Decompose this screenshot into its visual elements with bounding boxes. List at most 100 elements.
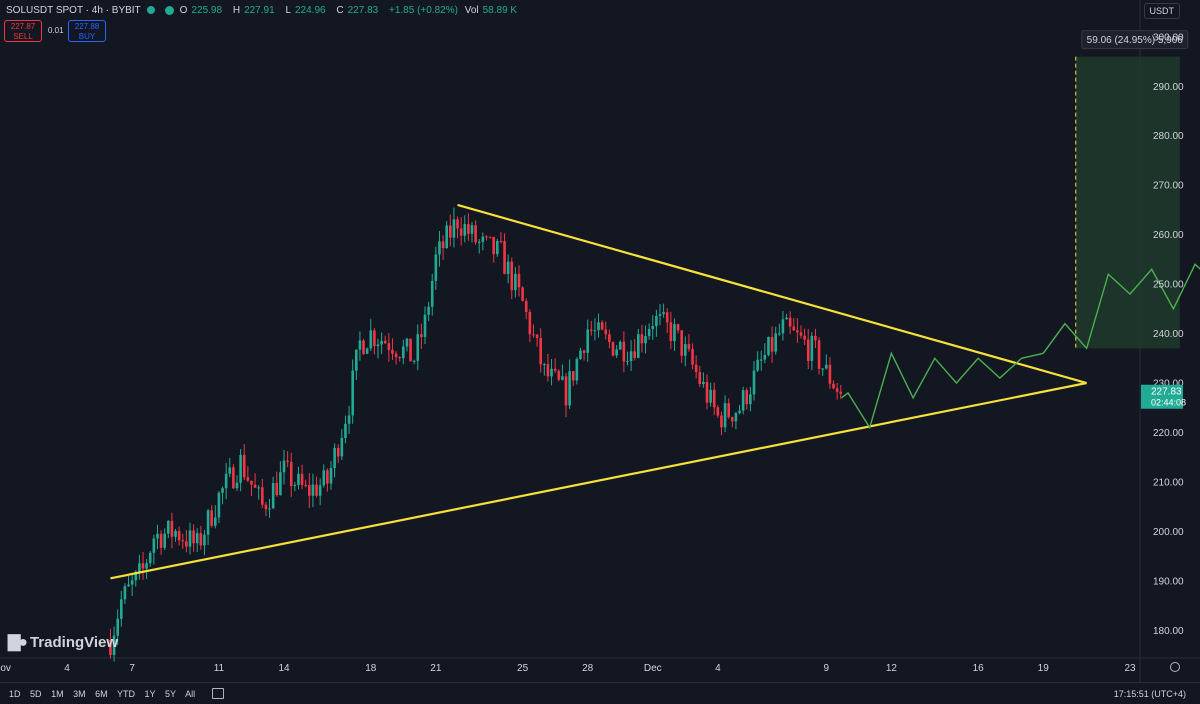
price-tick-label: 200.00 — [1153, 527, 1184, 538]
candle-body — [741, 390, 745, 411]
timeframe-5d[interactable]: 5D — [30, 688, 42, 699]
candle-body — [232, 467, 235, 489]
candle-body — [127, 584, 130, 587]
candle-body — [206, 510, 210, 535]
candle-body — [351, 370, 354, 416]
candle-body — [694, 364, 698, 372]
candle-body — [651, 326, 655, 330]
candle-body — [738, 410, 741, 414]
candle-body — [524, 300, 528, 313]
candle-body — [452, 219, 456, 238]
candle-body — [481, 236, 485, 242]
candle-body — [282, 460, 286, 473]
candle-body — [246, 477, 250, 481]
candle-body — [528, 312, 532, 335]
candle-body — [785, 317, 788, 320]
candle-body — [778, 333, 781, 335]
candle-body — [767, 337, 770, 356]
countdown-label: 02:44:08 — [1151, 398, 1186, 408]
candle-body — [582, 350, 586, 353]
candle-body — [322, 470, 326, 486]
candle-body — [796, 330, 799, 333]
candle-body — [546, 364, 550, 377]
current-price-tag — [1141, 384, 1183, 409]
candle-body — [568, 371, 571, 406]
timeframe-buttons: 1D 5D 1M 3M 6M YTD 1Y 5Y All — [9, 689, 202, 699]
candle-body — [308, 485, 311, 496]
candle-body — [279, 472, 282, 496]
timeframe-1y[interactable]: 1Y — [144, 688, 156, 699]
timeframe-all[interactable]: All — [185, 688, 196, 699]
candle-body — [188, 530, 192, 547]
timeframe-6m[interactable]: 6M — [95, 688, 108, 699]
candle-body — [705, 381, 709, 403]
candle-body — [665, 312, 669, 323]
timeframe-ytd[interactable]: YTD — [116, 688, 135, 699]
candle-body — [640, 334, 644, 344]
candle-body — [579, 350, 582, 359]
candle-body — [289, 461, 293, 487]
candle-body — [669, 322, 673, 342]
price-tick-label: 210.00 — [1153, 477, 1184, 488]
candle-body — [203, 534, 206, 546]
candle-body — [788, 317, 792, 327]
currency-selector[interactable]: USDT — [1143, 3, 1180, 19]
candle-body — [355, 349, 358, 371]
candle-body — [459, 228, 463, 236]
candle-body — [261, 487, 264, 505]
time-tick-label: 21 — [430, 663, 442, 674]
candle-body — [658, 314, 662, 316]
candle-body — [373, 330, 376, 347]
candle-body — [521, 287, 524, 301]
candle-body — [438, 241, 441, 255]
candle-body — [662, 312, 665, 315]
timeframe-5y[interactable]: 5Y — [165, 688, 177, 699]
candle-body — [687, 344, 691, 350]
time-tick-label: 28 — [582, 663, 594, 674]
volume-label: Vol — [464, 4, 479, 16]
time-tick-label: 16 — [973, 663, 985, 674]
candle-body — [445, 225, 448, 249]
spread-value: 0.01 — [48, 26, 64, 35]
settings-icon[interactable] — [1170, 662, 1180, 672]
candle-body — [608, 334, 611, 343]
candle-body — [427, 306, 430, 315]
candle-body — [423, 314, 427, 338]
candle-body — [752, 370, 756, 395]
sell-button[interactable]: 227.87 SELL — [4, 20, 42, 42]
price-tick-label: 280.00 — [1153, 131, 1184, 142]
symbol-label[interactable]: SOLUSDT SPOT · 4h · BYBIT — [6, 4, 141, 16]
candle-body — [626, 361, 629, 363]
candle-body — [496, 240, 499, 255]
candle-body — [152, 538, 156, 553]
candle-body — [828, 364, 832, 384]
candle-body — [691, 349, 694, 365]
projection-path — [841, 263, 1200, 430]
buy-button[interactable]: 227.88 BUY — [68, 20, 106, 42]
candle-body — [315, 484, 318, 496]
candle-body — [604, 329, 608, 335]
candle-body — [257, 487, 260, 489]
candle-body — [510, 261, 514, 291]
candle-body — [532, 334, 535, 336]
candle-body — [814, 335, 817, 341]
candle-body — [434, 254, 438, 281]
candle-body — [792, 326, 796, 331]
candle-body — [286, 460, 289, 462]
candle-body — [817, 340, 821, 369]
timeframe-3m[interactable]: 3M — [73, 688, 86, 699]
candle-body — [756, 359, 759, 371]
timeframe-1m[interactable]: 1M — [51, 688, 64, 699]
timeframe-1d[interactable]: 1D — [9, 688, 21, 699]
candle-body — [109, 640, 112, 655]
time-tick-label: 11 — [214, 663, 225, 674]
candle-body — [311, 484, 315, 496]
candle-body — [727, 403, 730, 418]
measure-label-box — [1081, 30, 1189, 50]
candle-body — [383, 340, 387, 344]
eye-icon[interactable] — [164, 5, 174, 15]
clock-label: 17:15:51 (UTC+4) — [1113, 688, 1186, 699]
calendar-icon[interactable] — [212, 688, 225, 699]
candle-body — [134, 571, 138, 581]
